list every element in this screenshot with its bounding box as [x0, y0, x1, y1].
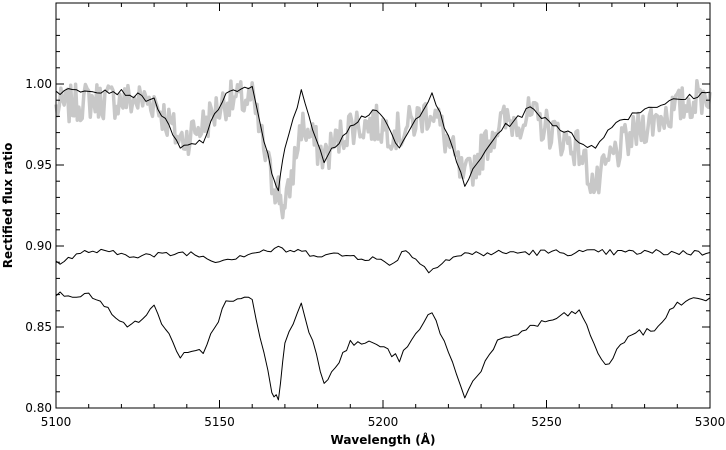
y-tick-label: 0.80 — [25, 401, 52, 415]
y-tick-label: 1.00 — [25, 77, 52, 91]
series-layer — [54, 79, 712, 401]
x-tick-label: 5150 — [204, 415, 235, 429]
series-line-1 — [54, 79, 712, 220]
series-line-4 — [55, 291, 711, 401]
y-tick-label: 0.85 — [25, 320, 52, 334]
x-tick-label: 5100 — [41, 415, 72, 429]
x-tick-label: 5200 — [368, 415, 399, 429]
series-line-2 — [55, 85, 711, 192]
y-tick-label: 0.90 — [25, 239, 52, 253]
y-tick-label: 0.95 — [25, 158, 52, 172]
ticks-layer: 5100 5150 5200 5250 5300 0.80 0.85 0.90 0.95 1.00 — [25, 3, 725, 429]
series-line-3 — [55, 245, 711, 274]
x-axis-title: Wavelength (Å) — [331, 432, 436, 447]
x-tick-label: 5300 — [695, 415, 726, 429]
x-tick-label: 5250 — [531, 415, 562, 429]
y-axis-title: Rectified flux ratio — [1, 143, 15, 269]
